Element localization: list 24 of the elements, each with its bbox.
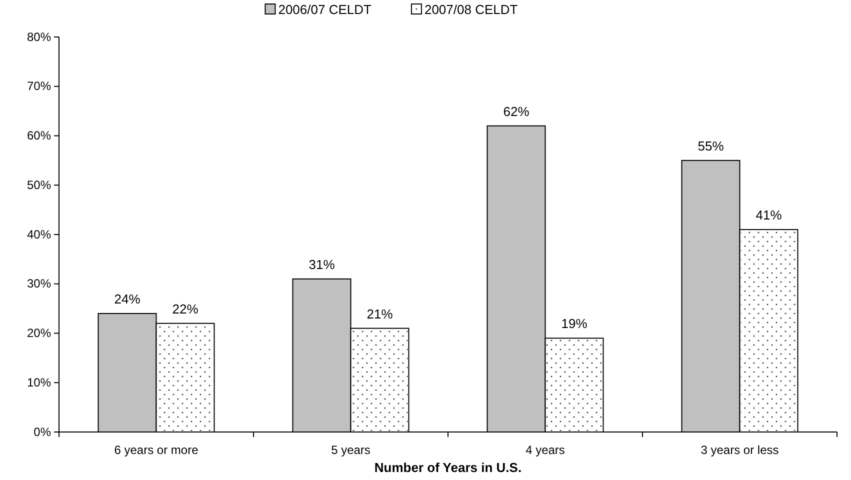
y-tick-label: 0% [34,424,52,439]
y-tick-label: 70% [26,79,52,94]
y-tick-label: 20% [26,326,52,340]
x-tick-label: 6 years or more [114,443,199,457]
y-tick-label: 50% [26,178,52,192]
data-label: 21% [366,306,394,322]
data-label: 31% [308,256,336,272]
y-tick-label: 30% [26,276,52,291]
data-label: 55% [698,138,724,154]
y-tick-label: 40% [26,227,52,242]
x-tick-label: 5 years [331,443,370,457]
data-label: 24% [114,292,141,306]
data-label: 62% [503,104,530,119]
x-tick-label: 4 years [526,443,565,457]
y-tick-label: 60% [26,128,52,143]
legend-label: 2007/08 CELDT [424,2,518,17]
y-tick-label: 10% [26,375,52,390]
x-axis-title: Number of Years in U.S. [374,460,522,475]
data-label: 22% [172,301,199,316]
data-label: 19% [561,316,588,332]
legend-label: 2006/07 CELDT [278,2,372,17]
data-label: 41% [756,208,782,223]
y-tick-label: 80% [26,30,52,44]
x-tick-label: 3 years or less [700,443,779,457]
